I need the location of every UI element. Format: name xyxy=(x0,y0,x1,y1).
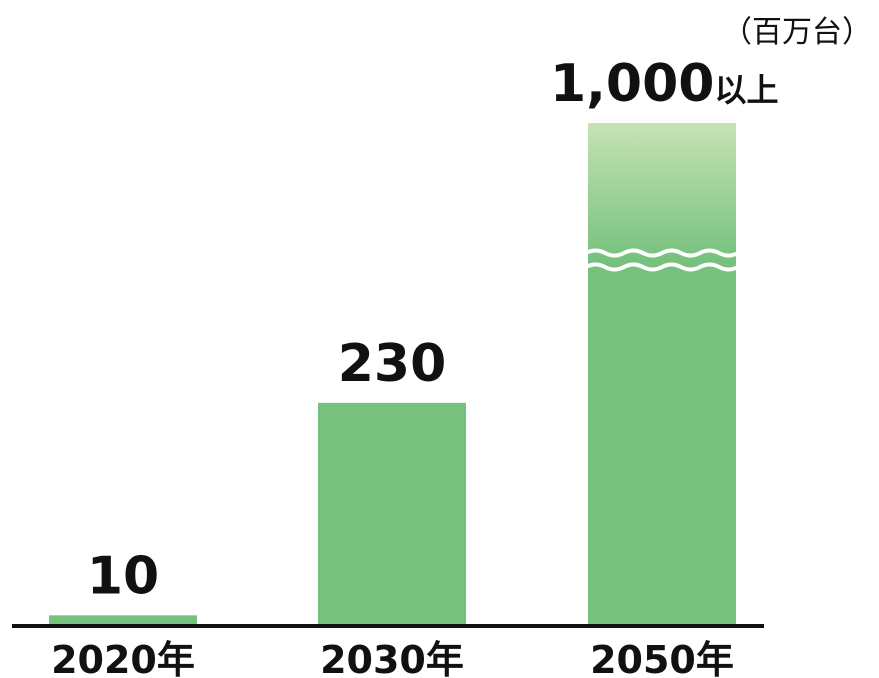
value-labels-group: 10 230 1,000以上 xyxy=(87,54,779,606)
axis-break-group xyxy=(585,248,739,272)
x-tick-labels-group: 2020年 2030年 2050年 xyxy=(51,638,734,678)
axis-break-line-1 xyxy=(585,248,739,258)
bar-top-faded xyxy=(588,123,736,261)
x-tick-label: 2030年 xyxy=(320,638,464,678)
x-tick-label: 2020年 xyxy=(51,638,195,678)
value-number: 1,000 xyxy=(550,54,714,114)
axis-break-line-2 xyxy=(585,262,739,272)
value-label: 10 xyxy=(87,546,159,606)
unit-label: （百万台） xyxy=(722,15,872,50)
value-number: 10 xyxy=(87,546,159,606)
bar xyxy=(49,615,197,625)
value-suffix: 以上 xyxy=(714,71,778,109)
value-label: 230 xyxy=(338,334,447,394)
bar xyxy=(318,402,466,625)
bar xyxy=(588,260,736,625)
value-label: 1,000以上 xyxy=(550,54,779,114)
value-number: 230 xyxy=(338,334,447,394)
bars-group xyxy=(49,123,736,625)
x-tick-label: 2050年 xyxy=(590,638,734,678)
